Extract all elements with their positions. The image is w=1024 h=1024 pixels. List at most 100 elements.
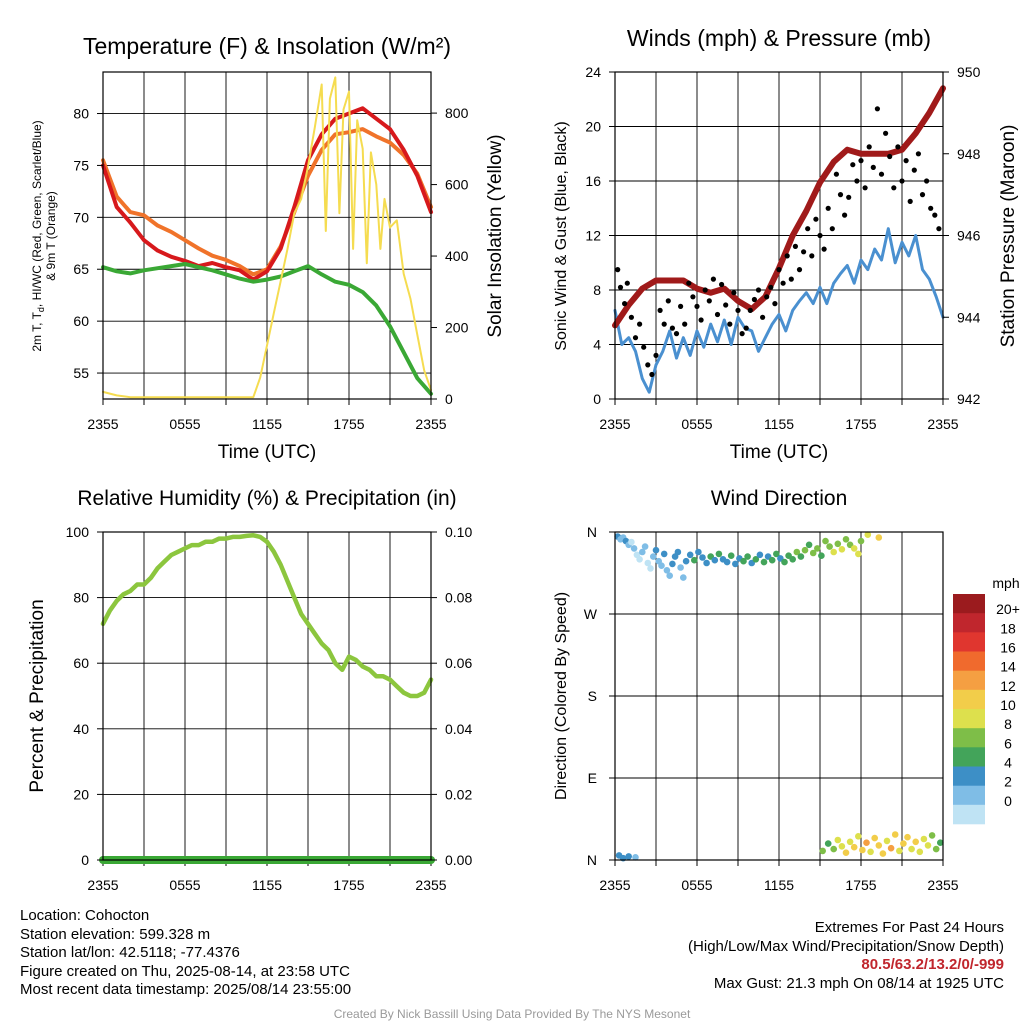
- gust-point: [665, 298, 671, 304]
- colorbar-label: 20+: [996, 601, 1020, 617]
- direction-point: [781, 558, 788, 566]
- gust-point: [624, 280, 630, 286]
- gust-point: [842, 212, 848, 218]
- series-line-dew-point: [101, 262, 433, 396]
- gust-point: [919, 192, 926, 198]
- wind-xlabel: Time (UTC): [730, 442, 829, 463]
- direction-point: [842, 536, 850, 543]
- colorbar-swatch: [953, 613, 985, 633]
- x-tick-label: 1155: [252, 416, 282, 432]
- direction-point: [842, 849, 850, 856]
- colorbar-label: 8: [1004, 716, 1012, 732]
- colorbar-label: 4: [1004, 755, 1012, 771]
- gust-point: [821, 246, 827, 252]
- gust-point: [710, 276, 717, 282]
- y-tick-label: W: [584, 606, 598, 622]
- gust-point: [723, 302, 729, 308]
- gust-point: [727, 321, 733, 327]
- right-tick-label: 944: [957, 309, 981, 325]
- direction-point: [883, 837, 891, 845]
- svg-text:2m T, Td, HI/WC (Red, Green, S: 2m T, Td, HI/WC (Red, Green, Scarlet/Blu…: [30, 120, 46, 351]
- gust-point: [792, 243, 799, 249]
- temp-ytick-labels: 55 60 65 70 75 80: [73, 106, 103, 381]
- direction-point: [682, 557, 690, 565]
- figure-created: Figure created on Thu, 2025-08-14, at 23…: [20, 962, 350, 980]
- gust-point: [817, 232, 823, 239]
- max-gust: Max Gust: 21.3 mph On 08/14 at 1925 UTC: [713, 974, 1004, 992]
- station-latlon: Station lat/lon: 42.5118; -77.4376: [20, 944, 240, 961]
- gust-point: [874, 106, 881, 112]
- y-tick-label: N: [587, 524, 597, 540]
- direction-point: [937, 839, 944, 846]
- direction-point: [636, 556, 643, 563]
- temp-xlabel: Time (UTC): [218, 442, 317, 463]
- direction-point: [824, 840, 832, 847]
- direction-point: [644, 559, 652, 567]
- gust-point: [673, 331, 680, 337]
- wind-grid: [614, 72, 944, 405]
- temp-right-ylabel: Solar Insolation (Yellow): [485, 134, 506, 337]
- x-tick-label: 0555: [681, 877, 712, 893]
- gust-point: [622, 301, 628, 307]
- direction-point: [864, 531, 872, 538]
- colorbar-swatch: [953, 651, 985, 671]
- gust-point: [780, 280, 786, 286]
- x-tick-label: 1755: [333, 416, 364, 432]
- gust-point: [682, 321, 688, 327]
- x-tick-label: 1155: [764, 877, 794, 893]
- gust-point: [796, 267, 803, 273]
- right-tick-label: 600: [445, 177, 469, 193]
- direction-point: [875, 842, 883, 849]
- gust-point: [788, 276, 794, 282]
- direction-point: [871, 834, 878, 842]
- gust-point: [637, 321, 643, 327]
- wind-panel: Winds (mph) & Pressure (mb) 2355 0555 1155…: [553, 25, 1019, 463]
- x-tick-label: 1155: [252, 877, 282, 893]
- gust-point: [907, 198, 913, 204]
- direction-point: [658, 562, 665, 569]
- direction-point: [857, 537, 865, 545]
- direction-point: [908, 845, 915, 853]
- x-tick-label: 2355: [415, 416, 446, 432]
- direction-point: [900, 840, 907, 847]
- gust-point: [809, 253, 815, 259]
- gust-point: [690, 294, 696, 300]
- wind-title: Winds (mph) & Pressure (mb): [627, 25, 931, 51]
- direction-point: [650, 553, 657, 560]
- extremes-info: Extremes For Past 24 Hours (High/Low/Max…: [688, 919, 1004, 993]
- gust-point: [649, 371, 655, 378]
- y-tick-label: 55: [73, 365, 89, 381]
- right-tick-label: 942: [957, 391, 981, 407]
- wind-right-ylabel: Station Pressure (Maroon): [998, 125, 1019, 348]
- colorbar-swatch: [953, 670, 985, 691]
- direction-point: [850, 545, 858, 552]
- gust-point: [760, 314, 766, 320]
- extremes-values: 80.5/63.2/13.2/0/-999: [861, 956, 1004, 973]
- colorbar-swatch: [953, 689, 985, 710]
- x-tick-label: 0555: [169, 416, 200, 432]
- rh-grid: [102, 532, 432, 866]
- gust-point: [764, 294, 770, 300]
- direction-point: [834, 540, 842, 548]
- gust-point: [837, 192, 844, 198]
- direction-point: [789, 556, 796, 563]
- direction-point: [674, 548, 682, 556]
- temp-xtick-labels: 2355 0555 1155 1755 2355: [87, 416, 446, 432]
- temp-ylabel: 2m T, Td, HI/WC (Red, Green, Scarlet/Blu…: [30, 120, 58, 351]
- temp-frame: [102, 71, 432, 400]
- dir-ytick-labels: N E S W N: [584, 524, 615, 868]
- direction-point: [932, 845, 940, 853]
- gust-point: [784, 253, 790, 259]
- gust-point: [776, 267, 782, 273]
- direction-point: [838, 546, 846, 553]
- direction-point: [826, 543, 833, 550]
- rh-frame: [102, 531, 432, 861]
- dir-xtick-labels: 2355 0555 1155 1755 2355: [599, 877, 958, 893]
- direction-point: [801, 546, 809, 554]
- direction-point: [904, 833, 911, 841]
- gust-point: [694, 303, 700, 309]
- x-tick-label: 2355: [927, 416, 958, 432]
- colorbar-swatch: [953, 594, 985, 614]
- gust-point: [895, 144, 901, 150]
- gust-point: [743, 325, 749, 331]
